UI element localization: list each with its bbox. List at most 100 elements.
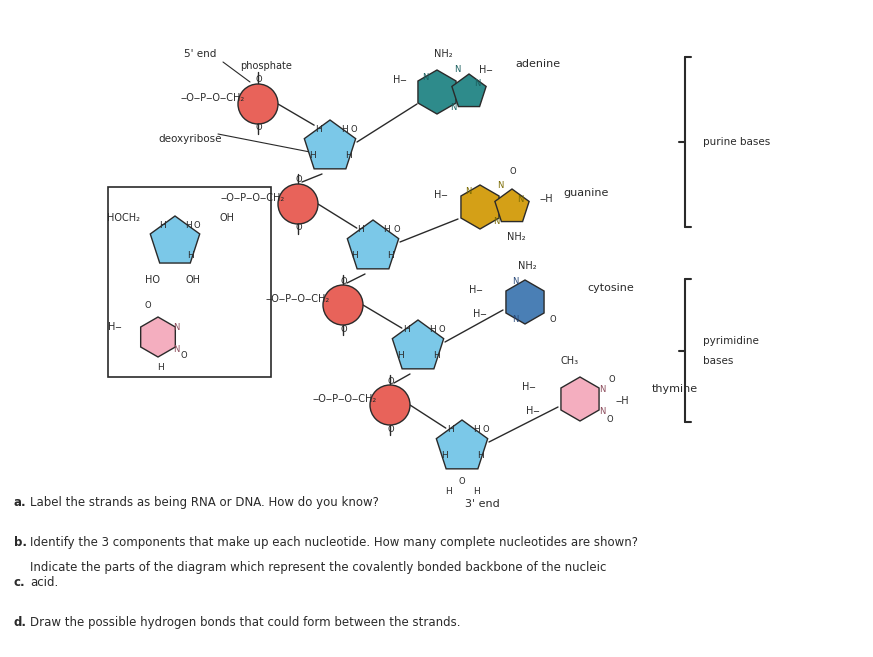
Text: O: O	[388, 424, 395, 434]
Text: O: O	[483, 424, 489, 434]
Text: H: H	[383, 225, 390, 235]
Text: H: H	[477, 451, 484, 459]
Polygon shape	[495, 189, 529, 221]
Text: thymine: thymine	[652, 384, 698, 394]
Text: N: N	[599, 384, 605, 394]
Circle shape	[323, 285, 363, 325]
Text: H: H	[358, 225, 364, 235]
Text: N: N	[173, 344, 179, 353]
Text: H: H	[472, 426, 479, 434]
Text: OH: OH	[185, 275, 201, 285]
Text: bases: bases	[703, 356, 733, 366]
Text: H‒: H‒	[394, 75, 407, 85]
Text: cytosine: cytosine	[587, 283, 634, 293]
Text: H: H	[340, 125, 347, 135]
Polygon shape	[392, 320, 443, 369]
Text: N: N	[497, 181, 503, 189]
Text: a.: a.	[14, 496, 26, 509]
Circle shape	[238, 84, 278, 124]
Text: N: N	[464, 187, 471, 196]
Text: N: N	[512, 277, 519, 286]
Text: H‒: H‒	[470, 285, 483, 295]
Text: ‒O‒P‒O‒CH₂: ‒O‒P‒O‒CH₂	[181, 93, 245, 103]
Text: adenine: adenine	[515, 59, 560, 69]
Circle shape	[278, 184, 318, 224]
Text: Draw the possible hydrogen bonds that could form between the strands.: Draw the possible hydrogen bonds that co…	[30, 616, 460, 629]
Polygon shape	[436, 420, 488, 469]
Text: NH₂: NH₂	[506, 232, 526, 242]
Text: ‒O‒P‒O‒CH₂: ‒O‒P‒O‒CH₂	[266, 294, 330, 304]
Text: pyrimidine: pyrimidine	[703, 336, 759, 346]
Text: N: N	[173, 323, 179, 332]
Text: H‒: H‒	[526, 406, 540, 416]
Text: O: O	[510, 166, 516, 175]
Text: N: N	[450, 104, 457, 112]
Text: O: O	[340, 277, 347, 286]
Text: N: N	[422, 72, 428, 81]
Text: guanine: guanine	[563, 188, 608, 198]
Text: N: N	[599, 407, 605, 415]
Text: purine bases: purine bases	[703, 137, 770, 147]
Text: c.: c.	[14, 576, 25, 589]
Polygon shape	[305, 120, 355, 169]
Text: H: H	[441, 451, 447, 459]
Text: H: H	[314, 125, 321, 135]
Text: H: H	[186, 221, 192, 231]
Text: O: O	[608, 374, 615, 384]
Text: H: H	[402, 325, 409, 334]
Text: CH₃: CH₃	[561, 356, 579, 366]
Polygon shape	[141, 317, 175, 357]
Text: H‒: H‒	[435, 190, 448, 200]
Text: H: H	[188, 252, 195, 260]
Text: H: H	[472, 487, 479, 497]
Text: ‒O‒P‒O‒CH₂: ‒O‒P‒O‒CH₂	[313, 394, 377, 404]
Text: O: O	[394, 225, 401, 233]
Text: OH: OH	[219, 213, 234, 223]
Text: H: H	[309, 150, 315, 160]
Text: Indicate the parts of the diagram which represent the covalently bonded backbone: Indicate the parts of the diagram which …	[30, 561, 607, 589]
Text: H‒: H‒	[479, 65, 493, 75]
Circle shape	[370, 385, 410, 425]
Text: O: O	[550, 315, 556, 325]
Text: Identify the 3 components that make up each nucleotide. How many complete nucleo: Identify the 3 components that make up e…	[30, 536, 638, 549]
Text: O: O	[351, 124, 357, 133]
Text: H: H	[433, 350, 439, 359]
Text: H: H	[444, 487, 451, 497]
Text: NH₂: NH₂	[434, 49, 452, 59]
Text: O: O	[256, 76, 262, 85]
Text: H: H	[160, 221, 167, 231]
Text: O: O	[340, 325, 347, 334]
Text: NH₂: NH₂	[518, 261, 536, 271]
Text: b.: b.	[14, 536, 27, 549]
Polygon shape	[347, 220, 399, 269]
Text: deoxyribose: deoxyribose	[158, 134, 222, 144]
Text: O: O	[296, 175, 302, 185]
Text: O: O	[458, 478, 465, 486]
Text: N: N	[454, 66, 460, 74]
Text: HO: HO	[146, 275, 161, 285]
Text: N: N	[517, 194, 523, 204]
Text: ‒H: ‒H	[616, 396, 629, 406]
Text: ‒O‒P‒O‒CH₂: ‒O‒P‒O‒CH₂	[221, 193, 285, 203]
Text: O: O	[296, 223, 302, 233]
Text: O: O	[439, 325, 445, 334]
Text: Label the strands as being RNA or DNA. How do you know?: Label the strands as being RNA or DNA. H…	[30, 496, 379, 509]
Text: phosphate: phosphate	[240, 61, 292, 71]
Polygon shape	[506, 280, 544, 324]
Text: O: O	[388, 376, 395, 386]
Text: H‒: H‒	[473, 309, 487, 319]
Text: H: H	[352, 250, 359, 260]
Text: H: H	[156, 363, 163, 371]
Text: HOCH₂: HOCH₂	[107, 213, 140, 223]
Text: O: O	[256, 124, 262, 133]
Polygon shape	[150, 216, 200, 263]
Polygon shape	[452, 74, 486, 106]
Text: O: O	[194, 221, 200, 229]
Text: N: N	[474, 79, 480, 89]
Text: H: H	[396, 350, 403, 359]
Text: ‒H: ‒H	[540, 194, 553, 204]
Text: d.: d.	[14, 616, 27, 629]
Text: H: H	[447, 426, 453, 434]
Bar	[108, 187, 271, 377]
Text: O: O	[145, 300, 151, 309]
